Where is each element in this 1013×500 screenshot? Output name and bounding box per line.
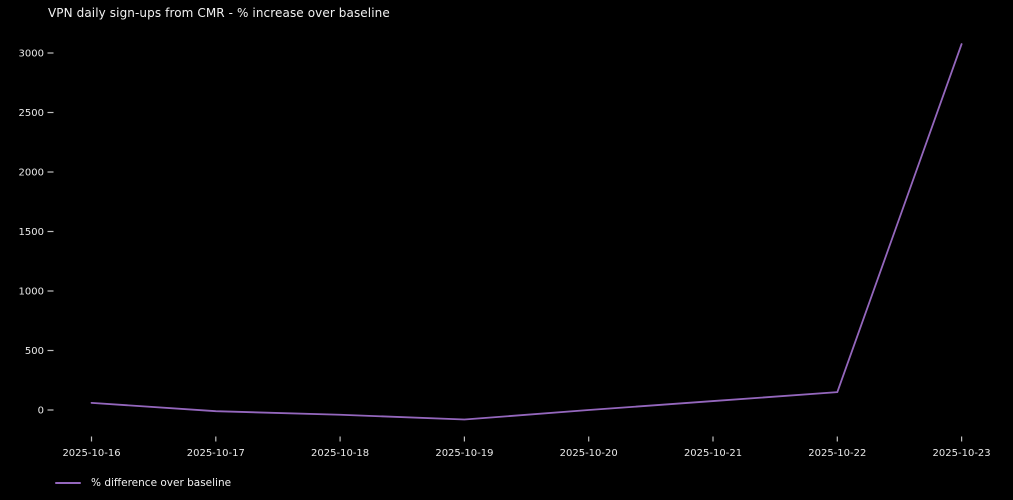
x-tick-label: 2025-10-16 <box>62 448 120 459</box>
x-tick-label: 2025-10-19 <box>435 448 493 459</box>
y-tick-label: 500 <box>25 346 44 357</box>
legend-line-swatch <box>55 481 81 485</box>
y-tick-label: 3000 <box>19 49 44 60</box>
series-line <box>90 43 963 421</box>
x-tick-label: 2025-10-20 <box>560 448 618 459</box>
x-tick-label: 2025-10-17 <box>187 448 245 459</box>
chart-title: VPN daily sign-ups from CMR - % increase… <box>48 6 390 20</box>
x-tick-label: 2025-10-22 <box>808 448 866 459</box>
x-tick-label: 2025-10-23 <box>933 448 991 459</box>
y-tick-label: 1000 <box>19 287 44 298</box>
y-tick-label: 1500 <box>19 227 44 238</box>
y-tick-label: 2500 <box>19 108 44 119</box>
legend: % difference over baseline <box>55 477 231 489</box>
y-tick-label: 2000 <box>19 168 44 179</box>
x-tick-label: 2025-10-18 <box>311 448 369 459</box>
legend-label: % difference over baseline <box>91 477 232 489</box>
y-tick-label: 0 <box>38 406 44 417</box>
x-tick-label: 2025-10-21 <box>684 448 742 459</box>
